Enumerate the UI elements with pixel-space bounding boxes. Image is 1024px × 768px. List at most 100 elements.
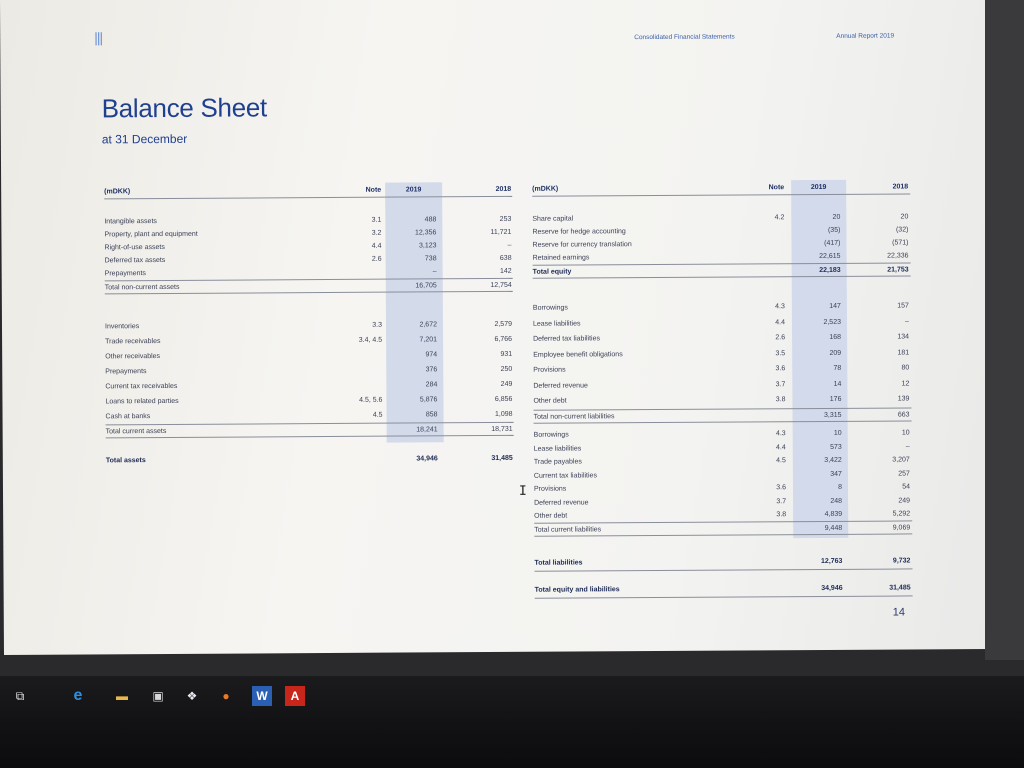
total-equity-liabilities-2018: 31,485 [889, 584, 911, 592]
ncl-row-4-2019: 78 [833, 364, 842, 372]
ca-row-3-label: Prepayments [105, 368, 147, 376]
ncl-total-2019: 3,315 [823, 411, 842, 419]
cl-row-6-label: Other debt [534, 512, 568, 520]
nca-row-0-2018: 253 [499, 215, 512, 223]
ncl-row-2-2019: 168 [829, 333, 842, 341]
nca-row-4-label: Prepayments [104, 270, 146, 278]
cl-row-6-2019: 4,839 [824, 510, 843, 518]
ca-row-2-label: Other receivables [105, 353, 161, 361]
total-assets-label: Total assets [105, 457, 146, 465]
ncl-row-5-label: Deferred revenue [533, 381, 588, 390]
eq-row-2-label: Reserve for currency translation [532, 241, 632, 249]
liab-unit-header: (mDKK) [532, 185, 559, 193]
text-cursor-icon: I [518, 483, 527, 499]
ncl-row-0-2019: 147 [829, 302, 841, 310]
word-icon[interactable]: W [252, 686, 272, 706]
firefox-icon[interactable]: ● [222, 689, 230, 703]
file-explorer-icon[interactable]: ▬ [116, 689, 128, 703]
eq-row-3-2018: 22,336 [887, 252, 909, 260]
ca-row-0-2019: 2,672 [419, 321, 438, 329]
acrobat-icon[interactable]: A [285, 686, 305, 706]
eq-row-1-label: Reserve for hedge accounting [532, 228, 626, 236]
ca-row-0-label: Inventories [104, 323, 140, 331]
cl-row-2-label: Trade payables [533, 458, 582, 466]
cl-row-6-note: 3.8 [776, 511, 787, 519]
cl-row-1-2018: – [905, 442, 910, 450]
ncl-row-2-label: Deferred tax liabilities [533, 335, 601, 343]
nca-row-1-label: Property, plant and equipment [104, 230, 198, 239]
nca-row-1-2018: 11,721 [490, 228, 512, 237]
total-liabilities-2018: 9,732 [892, 557, 911, 565]
ncl-row-1-2018: – [905, 317, 910, 325]
cl-row-3-2019: 347 [830, 470, 842, 478]
nca-row-3-note: 2.6 [371, 255, 382, 263]
total-eq-liab-rule [534, 595, 913, 599]
eq-row-3-label: Retained earnings [532, 254, 590, 262]
cl-row-5-2019: 248 [830, 497, 843, 505]
ca-row-4-label: Current tax receivables [105, 382, 178, 391]
liab-note-header: Note [768, 184, 785, 192]
eq-row-0-label: Share capital [532, 215, 574, 223]
ncl-row-3-2018: 181 [897, 348, 910, 357]
cl-row-0-note: 4.3 [775, 430, 786, 438]
ca-row-4-2019: 284 [425, 381, 438, 389]
eq-row-2-2019: (417) [824, 239, 841, 247]
cl-row-1-label: Lease liabilities [533, 444, 582, 453]
ncl-row-3-2019: 209 [829, 349, 842, 357]
ncl-total-2018: 663 [897, 410, 910, 419]
ncl-row-6-note: 3.8 [775, 396, 786, 404]
ncl-row-6-2018: 139 [897, 395, 910, 403]
ncl-row-6-label: Other debt [533, 397, 567, 405]
ncl-row-6-2019: 176 [829, 395, 842, 403]
eq-total-2019: 22,183 [819, 266, 841, 275]
nca-row-2-2019: 3,123 [418, 242, 437, 250]
eq-row-2-2018: (571) [892, 239, 909, 247]
section-header: Consolidated Financial Statements [634, 33, 735, 42]
nca-total-2018: 12,754 [490, 281, 512, 290]
taskbar [0, 676, 1024, 768]
ca-row-5-label: Loans to related parties [105, 397, 179, 406]
ca-row-6-2019: 858 [425, 411, 438, 419]
ca-total-label: Total current assets [105, 427, 167, 436]
nca-row-0-2019: 488 [424, 216, 437, 224]
cl-row-2-2018: 3,207 [892, 456, 910, 464]
cl-row-5-2018: 249 [898, 496, 911, 505]
eq-row-1-2019: (35) [827, 226, 841, 234]
eq-row-0-note: 4.2 [774, 214, 785, 222]
cl-row-0-2018: 10 [901, 429, 910, 437]
ncl-row-4-2018: 80 [901, 364, 910, 372]
total-assets-2019: 34,946 [416, 455, 438, 463]
nca-row-1-2019: 12,356 [414, 229, 437, 237]
nca-row-3-2018: 638 [499, 254, 512, 262]
assets-header-rule [104, 195, 513, 200]
ca-row-3-2018: 250 [500, 365, 513, 373]
ncl-total-label: Total non-current liabilities [533, 412, 615, 421]
edge-icon[interactable]: e [73, 687, 83, 704]
ca-row-1-note: 3.4, 4.5 [358, 336, 383, 344]
hamburger-icon[interactable]: ||| [94, 29, 103, 46]
eq-total-rule [532, 275, 911, 279]
ca-row-2-2019: 974 [425, 351, 438, 359]
ca-total-rule [105, 434, 514, 439]
ncl-row-3-label: Employee benefit obligations [533, 350, 623, 359]
eq-row-0-2019: 20 [832, 213, 841, 221]
nca-row-2-note: 4.4 [371, 242, 382, 250]
ca-row-5-2018: 6,856 [494, 395, 513, 403]
ca-row-5-note: 4.5, 5.6 [359, 396, 383, 404]
nca-total-2019: 16,705 [415, 282, 437, 290]
cl-row-6-2018: 5,292 [892, 510, 911, 518]
assets-unit-header: (mDKK) [104, 188, 131, 196]
dropbox-icon[interactable]: ❖ [186, 689, 198, 703]
ncl-row-2-2018: 134 [897, 333, 910, 341]
ncl-row-4-label: Provisions [533, 366, 566, 374]
cl-row-4-label: Provisions [533, 485, 567, 493]
ncl-row-0-2018: 157 [897, 302, 909, 310]
taskview-icon[interactable]: ⧉ [15, 689, 25, 703]
cl-row-4-2018: 54 [902, 483, 911, 491]
eq-total-2018: 21,753 [887, 266, 909, 274]
store-icon[interactable]: ▣ [152, 689, 164, 703]
ncl-row-0-label: Borrowings [532, 304, 568, 312]
monitor-bezel [985, 0, 1024, 660]
cl-total-label: Total current liabilities [534, 525, 602, 534]
ncl-row-4-note: 3.6 [775, 365, 786, 373]
